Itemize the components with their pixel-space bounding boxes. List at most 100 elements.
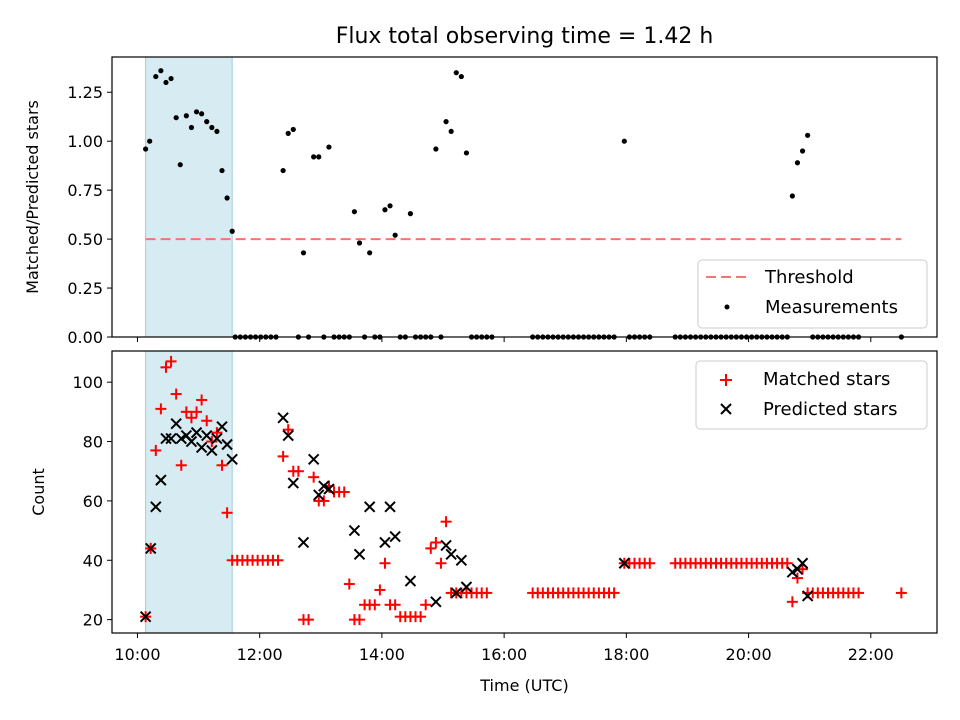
matched-star-point (374, 584, 386, 596)
top-y-tick-label: 1.00 (67, 132, 103, 151)
top-x-ticks (136, 337, 872, 342)
matched-star-point (221, 507, 233, 519)
measurement-point (311, 154, 317, 160)
bottom-x-tick-label: 16:00 (481, 645, 527, 664)
matched-star-point (435, 557, 447, 569)
measurement-point (356, 240, 363, 246)
measurement-point (433, 146, 439, 152)
chart-title: Flux total observing time = 1.42 h (336, 24, 714, 49)
predicted-star-point (618, 557, 631, 569)
measurement-point (799, 148, 806, 154)
matched-star-point (155, 403, 167, 415)
predicted-star-point (323, 483, 335, 495)
bottom-y-tick-label: 40 (83, 551, 103, 570)
matched-star-point (303, 614, 315, 626)
matched-star-point (211, 427, 223, 439)
measurement-point (794, 160, 801, 166)
predicted-star-point (144, 542, 157, 555)
measurement-point (219, 167, 225, 174)
measurement-point (448, 128, 454, 135)
matched-star-point (191, 406, 203, 418)
matched-star-point (786, 596, 798, 608)
top-plot-frame (111, 56, 938, 338)
bottom-x-tick-label: 14:00 (359, 645, 405, 664)
matched-star-point (791, 572, 803, 584)
predicted-star-point (384, 501, 396, 513)
top-panel: 0.00 0.25 0.50 0.75 1.00 1.25 Flux total obse… (23, 24, 938, 347)
predicted-star-point (430, 596, 442, 608)
matched-star-point (430, 536, 442, 548)
measurement-point (285, 130, 291, 136)
matched-star-point (216, 459, 228, 471)
legend-measurements-label: Measurements (765, 297, 898, 318)
bottom-y-axis-label: Count (29, 468, 48, 516)
top-y-tick-label: 0.75 (67, 181, 103, 200)
predicted-star-point (226, 453, 238, 466)
bottom-y-ticks: 20 40 60 80 100 (72, 373, 112, 630)
legend-threshold-label: Threshold (764, 267, 854, 288)
predicted-star-point (206, 444, 218, 457)
measurement-point (168, 75, 174, 82)
bottom-x-tick-label: 18:00 (603, 645, 649, 664)
bottom-y-tick-label: 20 (83, 611, 103, 630)
measurement-point (209, 124, 215, 131)
measurement-point (224, 195, 230, 201)
measurement-point (316, 154, 322, 160)
matched-stars-series (140, 355, 907, 626)
measurement-point (621, 138, 627, 144)
predicted-star-point (216, 420, 228, 433)
matched-star-point (343, 578, 355, 590)
measurement-point (387, 203, 393, 209)
bottom-y-tick-label: 100 (72, 373, 103, 392)
matched-star-point (644, 557, 656, 569)
matched-star-point (175, 459, 187, 471)
matched-star-point (425, 542, 437, 554)
matched-star-point (420, 599, 432, 611)
matched-star-point (150, 444, 162, 456)
measurement-point (204, 119, 210, 125)
measurement-point (188, 124, 195, 131)
predicted-star-point (287, 477, 300, 489)
predicted-star-point (455, 554, 468, 566)
predicted-star-point (801, 590, 814, 602)
measurement-point (177, 162, 183, 168)
top-legend-box (697, 259, 928, 329)
predicted-star-point (440, 539, 452, 552)
measurement-point (158, 68, 164, 74)
predicted-star-point (160, 432, 172, 445)
measurement-point (407, 211, 414, 217)
predicted-star-point (170, 418, 182, 430)
predicted-star-point (348, 524, 361, 537)
measurement-point (280, 167, 286, 174)
bottom-x-tick-label: 20:00 (726, 645, 772, 664)
legend-predicted-label: Predicted stars (763, 399, 897, 420)
predicted-star-point (297, 536, 310, 549)
predicted-star-point (211, 432, 223, 445)
predicted-star-point (353, 548, 366, 561)
top-y-tick-label: 0.25 (67, 279, 103, 298)
predicted-star-point (363, 501, 376, 513)
measurement-point (193, 109, 200, 115)
bottom-panel: 10:00 12:00 14:00 16:00 18:00 20:00 22:00 20 40… (29, 350, 938, 695)
predicted-star-point (282, 429, 294, 442)
matched-star-point (308, 471, 320, 483)
matched-star-point (185, 412, 197, 424)
measurement-point (367, 250, 373, 256)
matched-star-point (369, 599, 381, 611)
bottom-legend-box (695, 360, 928, 430)
bottom-y-tick-label: 80 (83, 433, 103, 452)
predicted-star-point (460, 581, 473, 593)
measurement-point (463, 150, 470, 156)
predicted-star-point (201, 429, 213, 442)
matched-star-point (389, 599, 401, 611)
measurement-point (789, 193, 795, 199)
top-y-axis-label: Matched/Predicted stars (23, 100, 42, 294)
matched-star-point (440, 516, 452, 528)
matched-star-point (781, 557, 793, 569)
bottom-x-tick-label: 12:00 (237, 645, 283, 664)
matched-star-point (797, 563, 809, 575)
matched-star-point (415, 611, 427, 623)
bottom-y-tick-label: 60 (83, 492, 103, 511)
matched-star-point (170, 388, 182, 400)
predicted-star-point (185, 435, 198, 448)
